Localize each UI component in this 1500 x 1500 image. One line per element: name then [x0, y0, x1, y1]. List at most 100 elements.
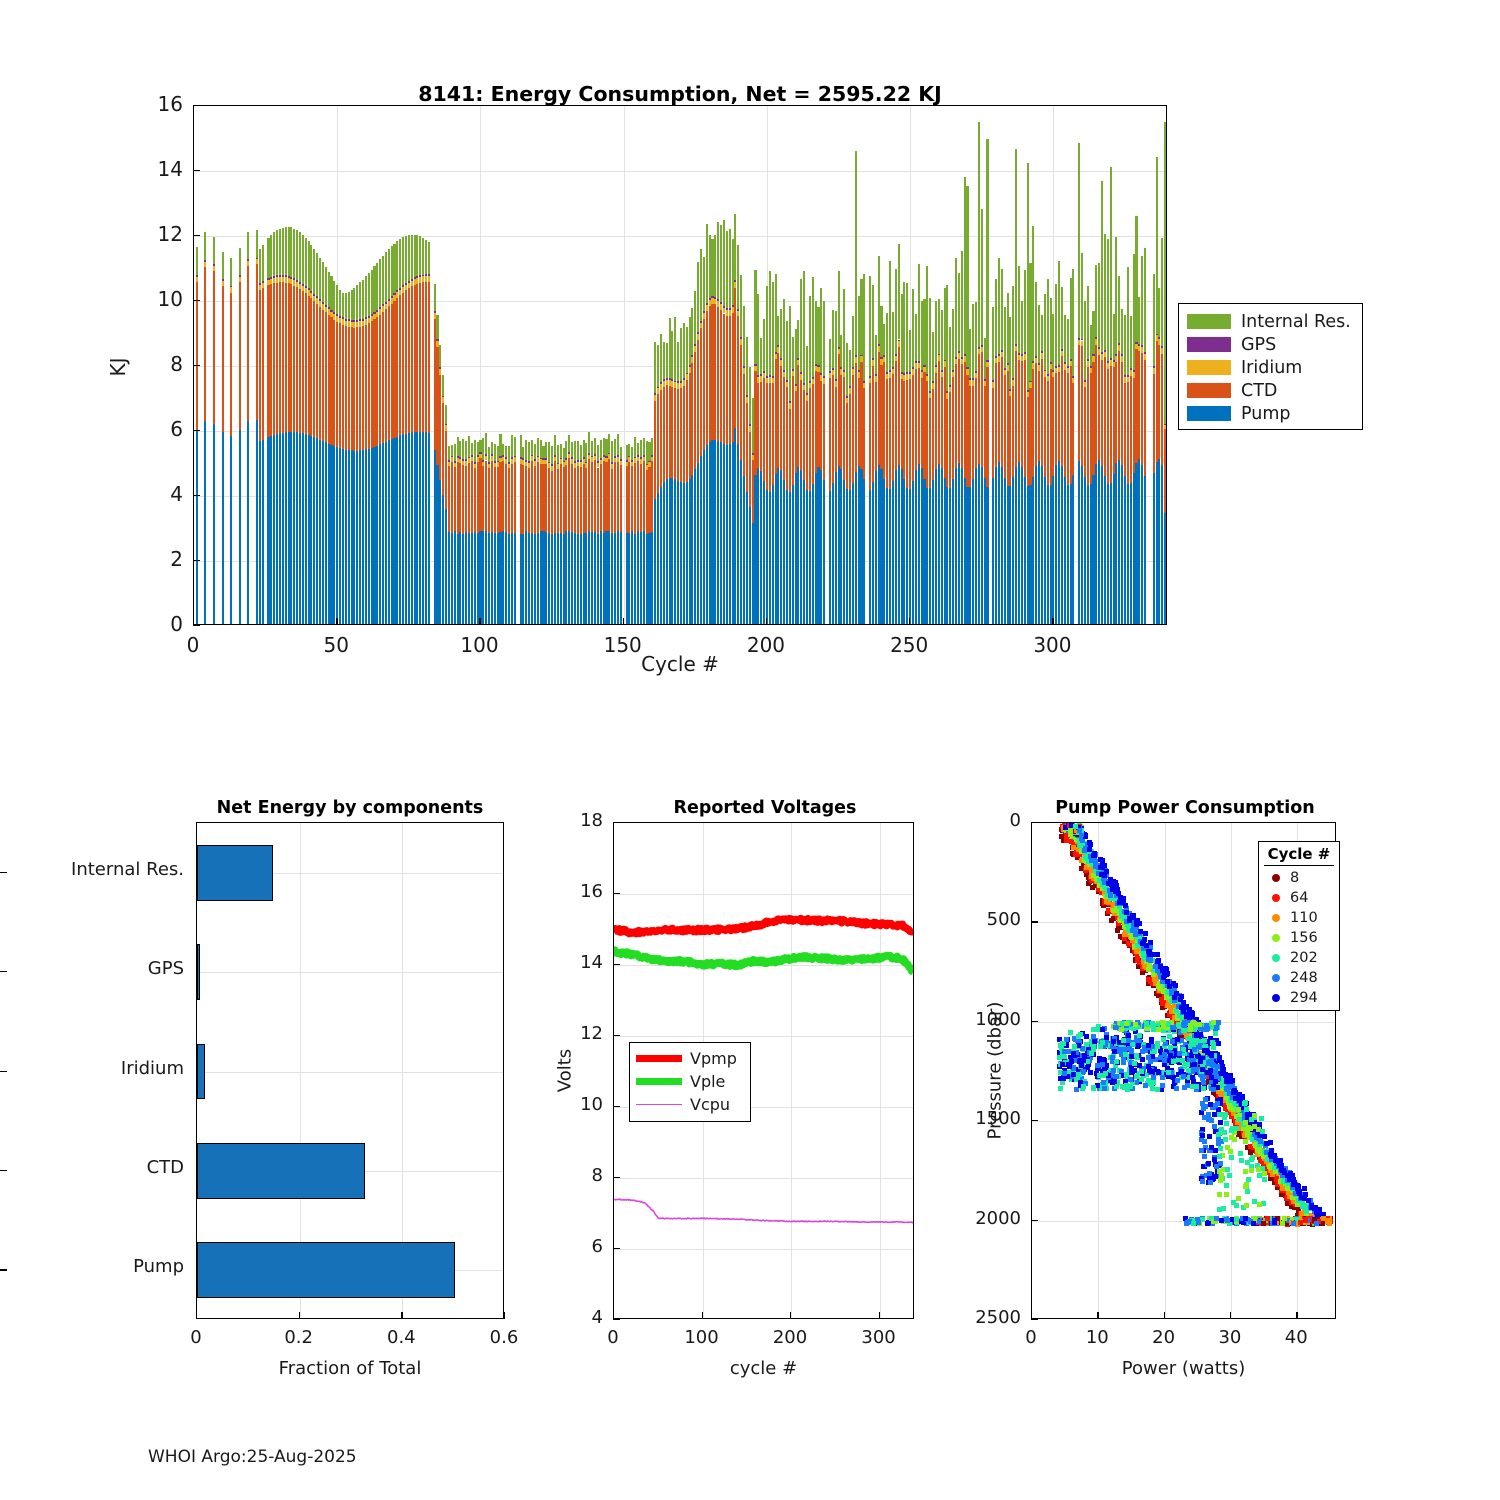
bar-segment-ctd [1152, 373, 1155, 473]
stacked-bar [281, 106, 284, 624]
scatter-point [1148, 1059, 1154, 1065]
bar-segment-ctd [573, 467, 577, 533]
bar-segment-iridium [591, 457, 594, 462]
bar-segment-internal-res [814, 300, 817, 364]
scatter-point [1068, 1058, 1074, 1064]
scatter-point [1149, 1085, 1155, 1091]
bar-segment-internal-res [734, 214, 737, 280]
bar-segment-ctd [754, 371, 757, 475]
stacked-bar [659, 106, 662, 624]
bar-segment-gps [940, 369, 943, 372]
scatter-point [1132, 1061, 1137, 1067]
bar-segment-ctd [479, 458, 482, 531]
bar-segment-ctd [737, 316, 740, 445]
scatter-point [1263, 1140, 1269, 1146]
bar-segment-pump [688, 479, 691, 624]
main-ytick: 6 [170, 417, 183, 441]
bar-segment-iridium [195, 276, 198, 282]
legend-item-gps[interactable]: GPS [1187, 333, 1354, 356]
scatter-point [1095, 1026, 1101, 1032]
stacked-bar [195, 106, 198, 624]
bar-segment-gps [476, 455, 479, 457]
bar-segment-gps [356, 319, 359, 322]
scatter-point [1243, 1202, 1249, 1208]
scatter-legend-item-110[interactable]: 110 [1264, 908, 1334, 928]
scatter-point [1267, 1163, 1273, 1169]
bar-segment-pump [407, 432, 410, 624]
stacked-bar [559, 106, 562, 624]
scatter-legend-item-202[interactable]: 202 [1264, 948, 1334, 968]
scatter-point [1149, 1053, 1155, 1059]
scatter-point [1180, 999, 1186, 1005]
scatter-legend-item-156[interactable]: 156 [1264, 928, 1334, 948]
scatter-point [1321, 1212, 1326, 1218]
voltage-legend-item-vple[interactable]: Vple [636, 1070, 744, 1093]
voltage-legend-item-vcpu[interactable]: Vcpu [636, 1093, 744, 1116]
bar-segment-iridium [442, 397, 445, 403]
bar-segment-ctd [616, 461, 619, 531]
bar-segment-gps [413, 277, 416, 280]
scatter-point [1212, 1174, 1218, 1180]
stacked-bar [785, 106, 789, 624]
stacked-bar [891, 106, 895, 624]
scatter-point [1140, 939, 1146, 945]
legend-item-ctd[interactable]: CTD [1187, 379, 1354, 402]
bar-segment-ctd [780, 365, 783, 471]
bar-segment-internal-res [659, 334, 662, 382]
scatter-point [1103, 1062, 1109, 1068]
scatter-legend-item-294[interactable]: 294 [1264, 988, 1334, 1008]
bar-segment-gps [1101, 352, 1104, 355]
bar-segment-iridium [751, 454, 754, 461]
bar-segment-pump [926, 487, 929, 624]
scatter-point [1139, 1077, 1145, 1083]
bar-segment-pump [891, 481, 895, 624]
bar-segment-pump [267, 437, 270, 624]
components-xtick: 0.4 [387, 1327, 416, 1348]
bar-segment-pump [508, 533, 511, 624]
bar-segment-gps [912, 367, 915, 370]
scatter-legend-item-248[interactable]: 248 [1264, 968, 1334, 988]
bar-segment-ctd [1020, 361, 1023, 467]
scatter-point [1230, 1078, 1236, 1084]
voltage-legend-item-vpmp[interactable]: Vpmp [636, 1047, 744, 1070]
scatter-legend-item-64[interactable]: 64 [1264, 888, 1334, 908]
bar-segment-gps [914, 361, 917, 364]
bar-segment-pump [728, 444, 731, 624]
bar-segment-gps [963, 354, 966, 357]
bar-segment-gps [553, 455, 556, 457]
bar-segment-gps [668, 377, 671, 380]
scatter-point [1228, 1073, 1234, 1079]
bar-segment-internal-res [287, 226, 290, 276]
bar-segment-gps [1098, 347, 1101, 350]
bar-segment-ctd [920, 377, 923, 469]
scatter-point [1236, 1195, 1242, 1201]
stacked-bar [1089, 106, 1092, 624]
bar-segment-iridium [871, 360, 874, 366]
scatter-legend-item-8[interactable]: 8 [1264, 868, 1334, 888]
scatter-point [1093, 858, 1099, 864]
scatter-point [1099, 1061, 1105, 1067]
scatter-point [1141, 1041, 1147, 1047]
stacked-bar [255, 106, 259, 624]
scatter-point [1218, 1218, 1224, 1224]
scatter-point [1124, 906, 1130, 912]
legend-item-pump[interactable]: Pump [1187, 402, 1354, 425]
bar-segment-pump [874, 470, 877, 624]
bar-segment-gps [714, 296, 717, 299]
stacked-bar [914, 106, 917, 624]
bar-segment-pump [1132, 473, 1135, 624]
bar-segment-gps [442, 395, 445, 398]
scatter-point [1207, 1176, 1213, 1182]
scatter-xtick: 0 [1025, 1327, 1037, 1348]
stacked-bar [496, 106, 499, 624]
bar-segment-internal-res [742, 306, 746, 367]
legend-item-internal-res[interactable]: Internal Res. [1187, 310, 1354, 333]
scatter-point [1148, 945, 1154, 951]
legend-item-iridium[interactable]: Iridium [1187, 356, 1354, 379]
bar-segment-internal-res [828, 339, 831, 371]
bar-segment-iridium [339, 317, 342, 324]
bar-segment-iridium [533, 461, 536, 466]
voltage-legend-label: Vcpu [690, 1095, 731, 1114]
scatter-point [1178, 1069, 1184, 1075]
bar-segment-ctd [614, 462, 617, 533]
